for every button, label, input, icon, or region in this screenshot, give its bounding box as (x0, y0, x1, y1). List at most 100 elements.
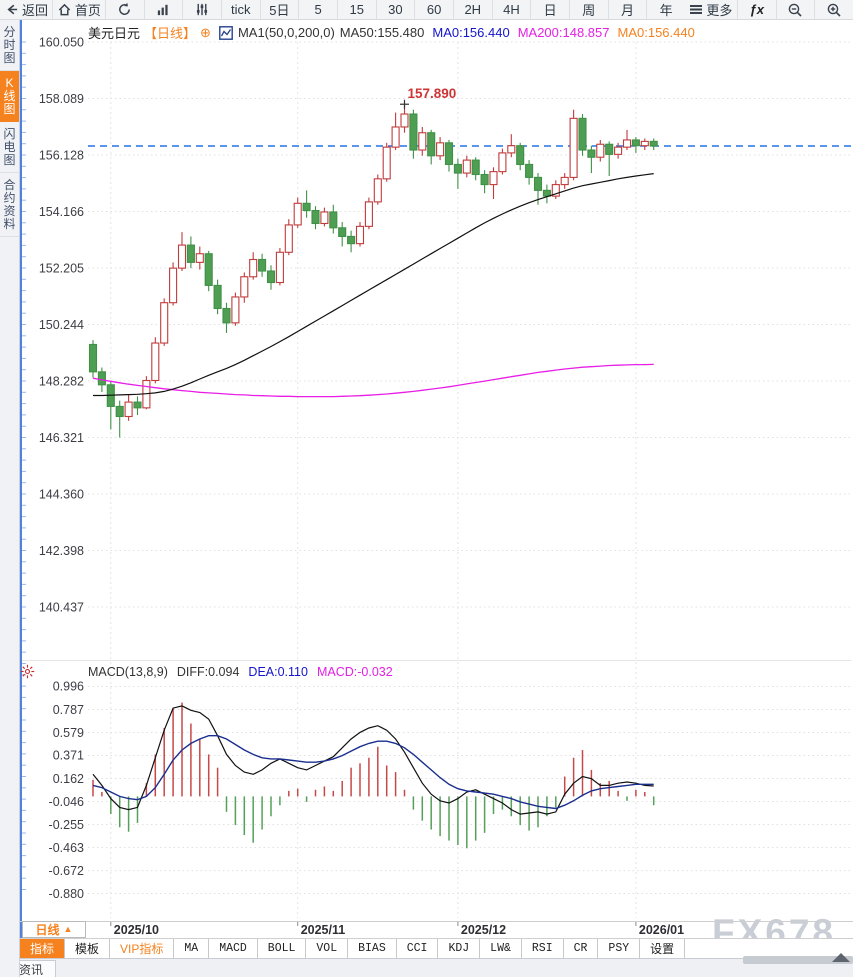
price-axis (20, 20, 26, 958)
indicator-tab-LW&[interactable]: LW& (480, 939, 522, 958)
ma-settings-label: MA1(50,0,200,0) (237, 25, 335, 40)
hamburger-icon (689, 3, 703, 16)
indicator-chart-icon[interactable] (219, 25, 233, 40)
svg-text:158.089: 158.089 (39, 92, 84, 106)
bar-chart-view-button[interactable] (145, 0, 184, 19)
refresh-icon (117, 2, 132, 17)
sidebar-item-K线图[interactable]: K线图 (0, 71, 19, 122)
ma0-blue-value: MA0:156.440 (432, 25, 510, 40)
period-button-5[interactable]: 5 (299, 0, 338, 19)
period-button-tick[interactable]: tick (222, 0, 261, 19)
svg-text:-0.672: -0.672 (49, 864, 84, 878)
macd-dea-value: DEA:0.110 (248, 665, 308, 679)
price-gridlines: 160.050 158.089 156.128 154.166 152.205 150.2… (39, 35, 851, 614)
x-axis-label-2025/10: 2025/10 (113, 923, 159, 937)
macd-settings-sun-icon[interactable] (20, 664, 35, 684)
sidebar-item-闪电图[interactable]: 闪电图 (0, 122, 19, 173)
month-gridlines (110, 42, 637, 926)
indicator-tab-设置[interactable]: 设置 (640, 939, 686, 958)
period-label: 【日线】 (144, 26, 197, 41)
period-button-4H[interactable]: 4H (493, 0, 532, 19)
svg-text:160.050: 160.050 (39, 35, 84, 49)
zoom-in-button[interactable] (815, 0, 853, 19)
svg-text:0.579: 0.579 (53, 726, 84, 740)
chevron-up-icon: ▲ (63, 924, 73, 934)
indicator-tab-VIP指标[interactable]: VIP指标 (110, 939, 175, 958)
svg-text:-0.046: -0.046 (49, 795, 84, 809)
indicator-tab-BOLL[interactable]: BOLL (258, 939, 307, 958)
svg-text:152.205: 152.205 (39, 261, 84, 275)
home-icon (57, 2, 72, 17)
fx-icon: ƒx (749, 2, 764, 17)
sliders-icon (194, 2, 210, 17)
period-button-日[interactable]: 日 (531, 0, 570, 19)
zoom-in-icon (826, 2, 842, 18)
ma50-line (93, 173, 654, 397)
period-button-30[interactable]: 30 (377, 0, 416, 19)
sidebar-item-合约资料[interactable]: 合约资料 (0, 173, 19, 237)
more-button[interactable]: 更多 (685, 0, 738, 19)
back-button[interactable]: 返回 (0, 0, 53, 19)
svg-text:-0.880: -0.880 (49, 887, 84, 901)
svg-text:156.128: 156.128 (39, 148, 84, 162)
period-button-年[interactable]: 年 (659, 3, 673, 18)
period-selector[interactable]: 日线 ▲ (22, 921, 86, 938)
indicator-tab-CR[interactable]: CR (564, 939, 599, 958)
period-button-2H[interactable]: 2H (454, 0, 493, 19)
symbol-name: 美元日元 (88, 26, 141, 41)
period-button-5日[interactable]: 5日 (261, 0, 300, 19)
top-toolbar: 返回 首页 tick 5日 5 15 30 60 2H 4H 日周月年 (0, 0, 853, 20)
add-compare-icon[interactable]: ⊕ (200, 24, 211, 40)
svg-text:142.398: 142.398 (39, 544, 84, 558)
ma0-orange-value: MA0:156.440 (617, 25, 695, 40)
period-selector-label: 日线 (35, 923, 60, 937)
ma200-value: MA200:148.857 (517, 25, 610, 40)
svg-text:154.166: 154.166 (39, 205, 84, 219)
period-button-60[interactable]: 60 (415, 0, 454, 19)
svg-text:-0.463: -0.463 (49, 841, 84, 855)
bottom-panel: 资讯 (0, 958, 853, 977)
horizontal-scrollbar[interactable] (743, 956, 853, 964)
indicator-tab-RSI[interactable]: RSI (522, 939, 564, 958)
x-axis-row: 日线 ▲ 2025/10 2025/11 2025/12 2026/01 (20, 921, 853, 938)
svg-text:0.162: 0.162 (53, 772, 84, 786)
period-button-月[interactable]: 月 (609, 0, 648, 19)
indicator-tab-MA[interactable]: MA (174, 939, 210, 958)
zoom-out-button[interactable] (777, 0, 816, 19)
indicator-tab-VOL[interactable]: VOL (306, 939, 349, 958)
indicator-tab-指标[interactable]: 指标 (20, 939, 66, 958)
indicator-tab-模板[interactable]: 模板 (65, 939, 111, 958)
indicator-tab-KDJ[interactable]: KDJ (438, 939, 481, 958)
macd-header: MACD(13,8,9) DIFF:0.094 DEA:0.110 MACD:-… (88, 665, 393, 679)
formula-button[interactable]: ƒx (738, 0, 777, 19)
macd-macd-value: MACD:-0.032 (316, 665, 393, 679)
indicator-toolbar: 指标 模板 VIP指标 MA MACD BOLL VOL BIAS CCI KDJ LW& RSI CR… (20, 938, 853, 958)
svg-text:146.321: 146.321 (39, 431, 84, 445)
sliders-view-button[interactable] (183, 0, 222, 19)
x-axis-label-2025/11: 2025/11 (300, 923, 346, 937)
home-button[interactable]: 首页 (53, 0, 106, 19)
svg-text:0.371: 0.371 (53, 749, 84, 763)
scroll-up-arrow[interactable] (832, 953, 850, 962)
period-button-15[interactable]: 15 (338, 0, 377, 19)
indicator-tab-CCI[interactable]: CCI (397, 939, 439, 958)
back-arrow-icon (4, 2, 19, 17)
bar-chart-icon (155, 2, 171, 17)
ma50-value: MA50:155.480 (339, 25, 425, 40)
news-tab-label: 资讯 (18, 963, 43, 977)
indicator-tab-BIAS[interactable]: BIAS (348, 939, 397, 958)
more-label: 更多 (706, 3, 733, 18)
sidebar-item-分时图[interactable]: 分时图 (0, 20, 19, 71)
period-button-周[interactable]: 周 (570, 0, 609, 19)
chart-type-sidebar: 分时图 K线图 闪电图 合约资料 (0, 20, 20, 977)
macd-dea-line (92, 735, 654, 810)
svg-text:-0.255: -0.255 (49, 818, 84, 832)
svg-text:140.437: 140.437 (39, 600, 84, 614)
indicator-tab-MACD[interactable]: MACD (209, 939, 258, 958)
svg-text:148.282: 148.282 (39, 374, 84, 388)
indicator-tab-PSY[interactable]: PSY (598, 939, 641, 958)
svg-text:0.996: 0.996 (53, 680, 84, 694)
refresh-button[interactable] (106, 0, 145, 19)
